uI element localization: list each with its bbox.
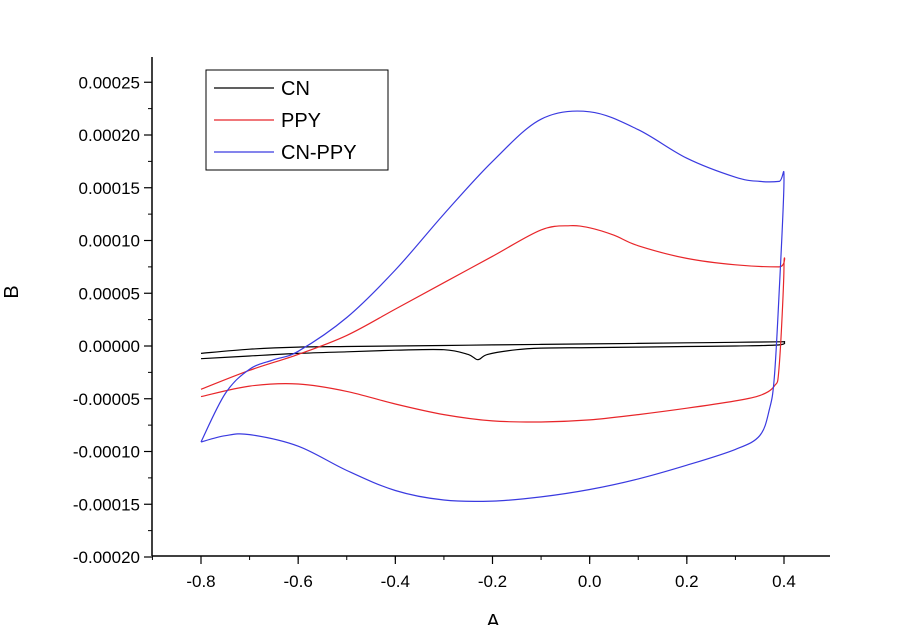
y-tick-label: -0.00020 [73,548,140,567]
series-line-cn [200,340,786,361]
x-tick-label: 0.0 [578,572,602,591]
y-tick-label: 0.00000 [79,337,140,356]
y-tick-label: -0.00005 [73,390,140,409]
y-axis-title: B [1,285,23,298]
series-group [200,110,786,503]
axes: -0.8 -0.6 -0.4 -0.2 0.0 0.2 0.4 -0.00020 -0.0001… [73,57,830,591]
legend-label: CN-PPY [281,142,357,164]
y-tick-label: 0.00025 [79,73,140,92]
y-tick-label: 0.00020 [79,126,140,145]
legend-label: PPY [281,110,321,132]
y-tick-label: 0.00005 [79,284,140,303]
y-tick-label: 0.00015 [79,179,140,198]
x-tick-label: -0.2 [478,572,507,591]
x-tick-label: -0.4 [381,572,410,591]
x-tick-label: 0.2 [675,572,699,591]
legend-label: CN [281,78,310,100]
x-tick-label: -0.6 [284,572,313,591]
x-axis-title: A [486,611,500,625]
y-tick-label: -0.00015 [73,495,140,514]
x-tick-label: -0.8 [186,572,215,591]
y-tick-label: 0.00010 [79,232,140,251]
y-tick-label: -0.00010 [73,443,140,462]
x-tick-label: 0.4 [772,572,796,591]
legend: CN PPY CN-PPY [205,69,389,171]
series-line-cn-ppy [200,110,785,503]
series-line-ppy [200,225,786,423]
